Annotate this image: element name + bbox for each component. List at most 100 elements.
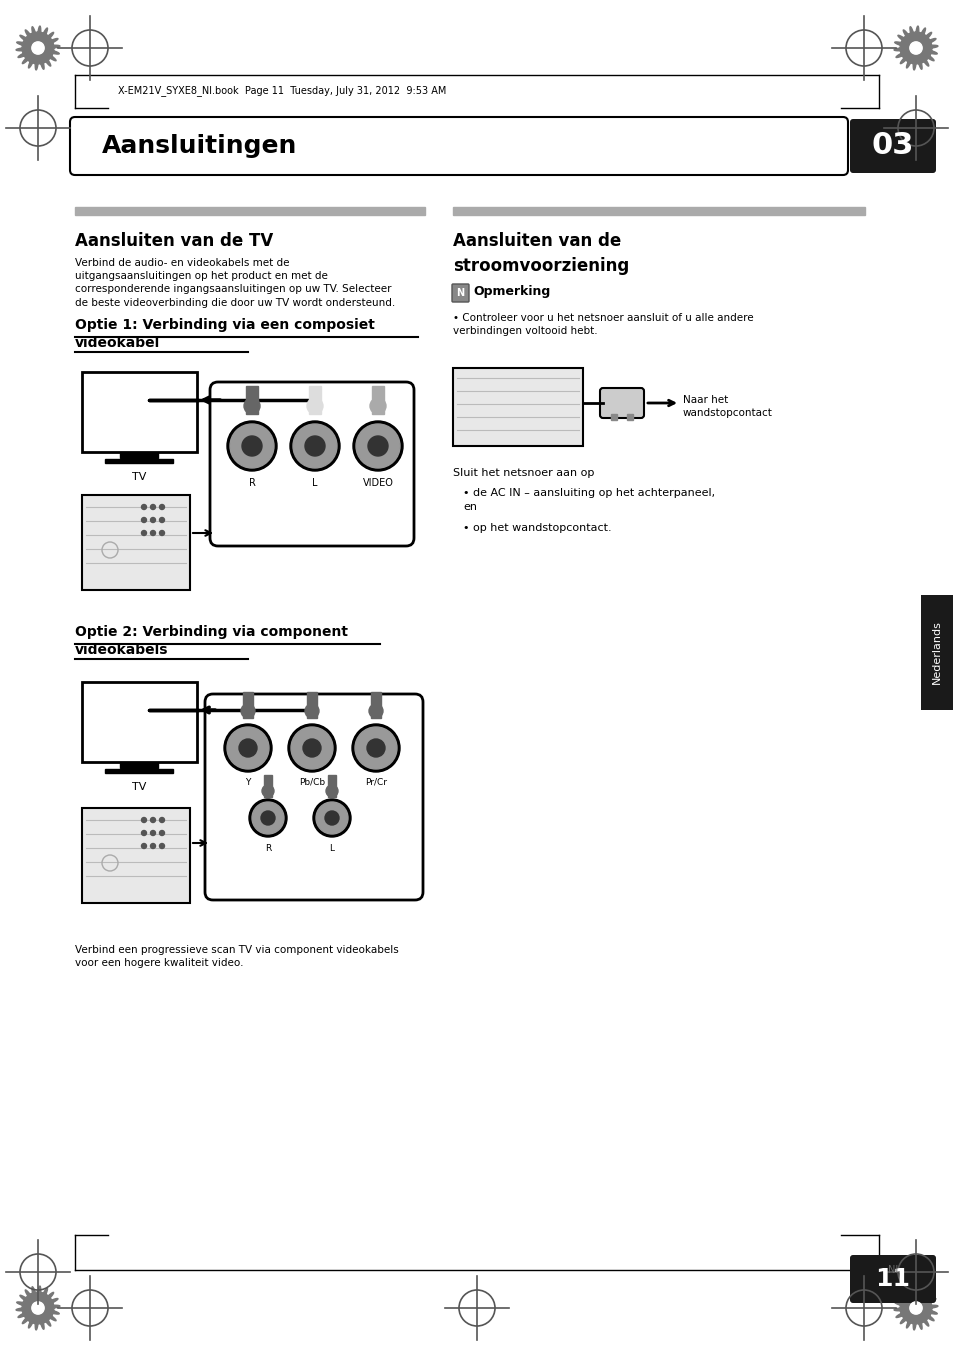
- Circle shape: [368, 435, 388, 456]
- Circle shape: [141, 518, 147, 523]
- Circle shape: [141, 844, 147, 848]
- Text: Pb/Cb: Pb/Cb: [298, 778, 325, 787]
- Bar: [307, 692, 316, 718]
- Circle shape: [141, 504, 147, 510]
- Circle shape: [151, 844, 155, 848]
- Circle shape: [227, 727, 269, 768]
- Text: VIDEO: VIDEO: [362, 479, 393, 488]
- Text: TV: TV: [132, 472, 147, 483]
- Circle shape: [352, 724, 399, 772]
- Circle shape: [159, 531, 164, 535]
- Circle shape: [261, 811, 274, 825]
- Bar: [264, 775, 272, 797]
- FancyBboxPatch shape: [849, 119, 935, 173]
- Circle shape: [242, 435, 262, 456]
- Bar: [243, 692, 253, 718]
- Circle shape: [151, 504, 155, 510]
- Text: Opmerking: Opmerking: [473, 286, 550, 298]
- Text: Optie 1: Verbinding via een composiet
videokabel: Optie 1: Verbinding via een composiet vi…: [75, 318, 375, 350]
- Text: Naar het
wandstopcontact: Naar het wandstopcontact: [682, 395, 772, 418]
- Circle shape: [326, 785, 337, 797]
- Circle shape: [313, 799, 351, 837]
- Circle shape: [249, 799, 287, 837]
- Bar: [105, 460, 172, 462]
- Bar: [82, 682, 196, 762]
- Bar: [610, 414, 617, 421]
- Bar: [453, 208, 864, 214]
- Circle shape: [141, 830, 147, 836]
- Bar: [120, 453, 158, 458]
- Circle shape: [369, 704, 382, 718]
- Circle shape: [303, 739, 320, 758]
- FancyBboxPatch shape: [210, 381, 414, 546]
- Circle shape: [151, 830, 155, 836]
- Polygon shape: [16, 1286, 60, 1330]
- Text: Pr/Cr: Pr/Cr: [365, 778, 387, 787]
- Circle shape: [293, 425, 336, 468]
- FancyBboxPatch shape: [452, 284, 469, 302]
- Text: TV: TV: [132, 782, 147, 793]
- Circle shape: [151, 817, 155, 822]
- FancyBboxPatch shape: [599, 388, 643, 418]
- Text: Y: Y: [245, 778, 251, 787]
- Circle shape: [159, 518, 164, 523]
- Text: N: N: [456, 288, 464, 298]
- Circle shape: [288, 724, 335, 772]
- Circle shape: [159, 844, 164, 848]
- Text: Aansluiten van de TV: Aansluiten van de TV: [75, 232, 273, 249]
- Circle shape: [291, 727, 333, 768]
- Circle shape: [355, 727, 396, 768]
- Text: 03: 03: [871, 132, 913, 160]
- FancyBboxPatch shape: [205, 694, 422, 900]
- Circle shape: [290, 421, 339, 470]
- Bar: [372, 386, 384, 414]
- Circle shape: [244, 398, 260, 414]
- Circle shape: [239, 739, 256, 758]
- Bar: [105, 768, 172, 772]
- Circle shape: [370, 398, 386, 414]
- Circle shape: [305, 435, 325, 456]
- Circle shape: [31, 1302, 44, 1314]
- Circle shape: [141, 531, 147, 535]
- Circle shape: [325, 811, 338, 825]
- Circle shape: [230, 425, 274, 468]
- Text: L: L: [312, 479, 317, 488]
- Circle shape: [151, 518, 155, 523]
- Circle shape: [353, 421, 402, 470]
- Circle shape: [307, 398, 323, 414]
- Circle shape: [909, 1302, 922, 1314]
- Text: • op het wandstopcontact.: • op het wandstopcontact.: [462, 523, 611, 532]
- Bar: [626, 414, 633, 421]
- Circle shape: [252, 802, 284, 834]
- Circle shape: [227, 421, 276, 470]
- Text: Verbind een progressieve scan TV via component videokabels
voor een hogere kwali: Verbind een progressieve scan TV via com…: [75, 945, 398, 968]
- Circle shape: [224, 724, 272, 772]
- Bar: [328, 775, 335, 797]
- Circle shape: [141, 817, 147, 822]
- Text: R: R: [249, 479, 255, 488]
- Text: Verbind de audio- en videokabels met de
uitgangsaansluitingen op het product en : Verbind de audio- en videokabels met de …: [75, 257, 395, 307]
- Polygon shape: [893, 1286, 937, 1330]
- Bar: [309, 386, 320, 414]
- Text: Optie 2: Verbinding via component
videokabels: Optie 2: Verbinding via component videok…: [75, 625, 348, 658]
- Polygon shape: [16, 26, 60, 70]
- Bar: [82, 495, 190, 590]
- Bar: [453, 368, 582, 446]
- Circle shape: [355, 425, 399, 468]
- FancyBboxPatch shape: [70, 117, 847, 175]
- Bar: [82, 807, 190, 903]
- Bar: [920, 594, 953, 710]
- Circle shape: [31, 42, 44, 54]
- Bar: [82, 372, 196, 452]
- Text: Aansluiten van de
stroomvoorziening: Aansluiten van de stroomvoorziening: [453, 232, 629, 275]
- Text: • de AC IN – aansluiting op het achterpaneel,
en: • de AC IN – aansluiting op het achterpa…: [462, 488, 715, 512]
- Circle shape: [159, 830, 164, 836]
- Circle shape: [262, 785, 274, 797]
- Polygon shape: [893, 26, 937, 70]
- Bar: [246, 386, 257, 414]
- Text: L: L: [329, 844, 335, 853]
- Bar: [371, 692, 380, 718]
- Bar: [75, 208, 424, 214]
- Text: Sluit het netsnoer aan op: Sluit het netsnoer aan op: [453, 468, 594, 479]
- Circle shape: [159, 817, 164, 822]
